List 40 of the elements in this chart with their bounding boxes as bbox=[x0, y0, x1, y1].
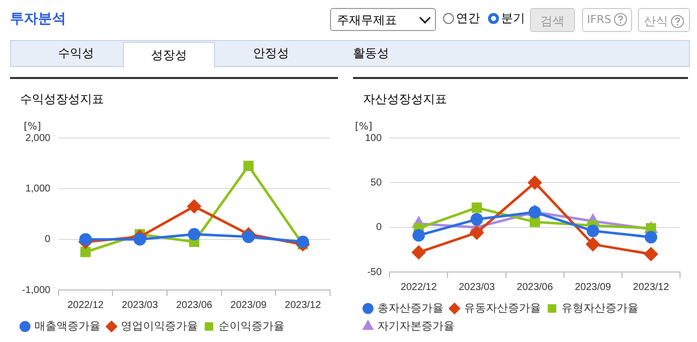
legend-label: 매출액증가율 bbox=[34, 319, 100, 332]
text: 연간 bbox=[456, 10, 480, 27]
text: 안정성 bbox=[252, 45, 290, 62]
y-tick-label: 1,000 bbox=[25, 183, 51, 194]
text: 분기 bbox=[501, 10, 525, 27]
text: 수익성 bbox=[57, 45, 95, 62]
chart-title: 자산성장성지표 bbox=[363, 91, 447, 108]
x-tick-label: 2022/12 bbox=[67, 300, 104, 311]
y-tick-label: -1,000 bbox=[22, 284, 51, 296]
x-tick-label: 2023/09 bbox=[230, 300, 268, 311]
legend-label: 유동자산증가율 bbox=[464, 301, 541, 314]
text: 검색 bbox=[530, 8, 575, 32]
x-tick-label: 2023/12 bbox=[284, 300, 322, 311]
y-tick-label: 2,000 bbox=[25, 132, 51, 144]
y-axis-title: [%] bbox=[355, 122, 372, 133]
legend-label: 총자산증가율 bbox=[378, 301, 444, 314]
text: 활동성 bbox=[352, 45, 390, 62]
y-tick-label: 0 bbox=[376, 222, 382, 234]
y-tick-label: 100 bbox=[364, 132, 382, 144]
y-tick-label: 0 bbox=[44, 234, 51, 246]
x-tick-label: 2023/03 bbox=[458, 282, 496, 293]
text: IFRS bbox=[587, 13, 612, 26]
legend-label: 영업이익증가율 bbox=[121, 319, 198, 332]
legend-label: 순이익증가율 bbox=[218, 319, 284, 332]
text: 성장성 bbox=[123, 42, 215, 68]
x-tick-label: 2023/06 bbox=[516, 282, 554, 293]
x-tick-label: 2023/12 bbox=[632, 282, 670, 293]
legend-label: 자기자본증가율 bbox=[378, 319, 454, 332]
y-tick-label: 50 bbox=[370, 177, 382, 188]
x-tick-label: 2023/09 bbox=[574, 282, 612, 293]
x-tick-label: 2023/03 bbox=[122, 300, 158, 311]
y-axis-title: [%] bbox=[24, 122, 42, 133]
text: 투자분석 bbox=[10, 10, 66, 28]
y-tick-label: -50 bbox=[367, 266, 382, 278]
text: 주재무제표 bbox=[330, 8, 436, 31]
text: 산식 bbox=[644, 14, 668, 28]
x-tick-label: 2023/06 bbox=[176, 300, 213, 311]
x-tick-label: 2022/12 bbox=[400, 282, 438, 293]
legend-label: 유형자산증가율 bbox=[562, 301, 638, 314]
chart-title: 수익성장성지표 bbox=[20, 91, 104, 108]
